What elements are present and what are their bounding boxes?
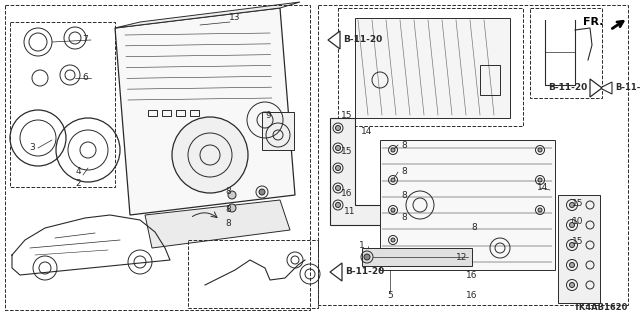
Text: B-11-20: B-11-20: [548, 84, 587, 92]
Text: 15: 15: [341, 148, 353, 156]
Bar: [162, 110, 171, 116]
Bar: [362, 248, 472, 266]
Polygon shape: [115, 8, 295, 215]
Text: 10: 10: [572, 218, 584, 227]
Text: 8: 8: [225, 220, 231, 228]
Text: 16: 16: [467, 291, 477, 300]
Text: 15: 15: [572, 237, 584, 246]
Bar: [10, 22, 115, 187]
Bar: [318, 5, 628, 305]
Text: 8: 8: [401, 140, 407, 149]
Text: 8: 8: [471, 223, 477, 233]
Bar: [480, 65, 500, 95]
Bar: [530, 8, 602, 98]
Circle shape: [335, 146, 340, 150]
Circle shape: [538, 208, 542, 212]
Text: 8: 8: [225, 188, 231, 196]
Polygon shape: [328, 31, 340, 49]
Text: 16: 16: [341, 189, 353, 198]
Circle shape: [538, 148, 542, 152]
Circle shape: [335, 186, 340, 190]
Bar: [148, 110, 157, 116]
Bar: [355, 18, 510, 118]
Circle shape: [228, 191, 236, 199]
Text: B-11-20: B-11-20: [615, 84, 640, 92]
Bar: [188, 240, 318, 308]
Text: 11: 11: [344, 207, 356, 217]
Text: 14: 14: [538, 183, 548, 193]
Text: 12: 12: [456, 253, 468, 262]
Text: B-11-20: B-11-20: [345, 268, 384, 276]
Text: 13: 13: [229, 13, 241, 22]
Text: 7: 7: [82, 36, 88, 44]
Text: FR.: FR.: [584, 17, 604, 27]
Text: TK4AB1620: TK4AB1620: [573, 303, 628, 312]
Text: 16: 16: [467, 271, 477, 281]
Circle shape: [391, 148, 395, 152]
Text: 9: 9: [265, 111, 271, 121]
Text: 4: 4: [75, 167, 81, 177]
Circle shape: [335, 125, 340, 131]
Circle shape: [335, 165, 340, 171]
Text: 8: 8: [401, 167, 407, 177]
Circle shape: [538, 178, 542, 182]
Text: 8: 8: [225, 205, 231, 214]
Text: 8: 8: [401, 191, 407, 201]
Circle shape: [172, 117, 248, 193]
Polygon shape: [115, 2, 300, 28]
Circle shape: [335, 203, 340, 207]
Circle shape: [228, 204, 236, 212]
Polygon shape: [145, 200, 290, 248]
Bar: [190, 110, 199, 116]
Text: 15: 15: [572, 199, 584, 209]
Text: 14: 14: [362, 127, 372, 137]
Bar: [176, 110, 185, 116]
Circle shape: [570, 243, 575, 247]
Circle shape: [364, 254, 370, 260]
Text: 8: 8: [401, 213, 407, 222]
Circle shape: [570, 283, 575, 287]
Circle shape: [259, 189, 265, 195]
Text: B-11-20: B-11-20: [343, 36, 382, 44]
Polygon shape: [330, 263, 342, 281]
Text: 6: 6: [82, 74, 88, 83]
Text: 3: 3: [29, 143, 35, 153]
Circle shape: [391, 238, 395, 242]
Text: 5: 5: [387, 291, 393, 300]
Text: 1: 1: [359, 242, 365, 251]
Circle shape: [570, 203, 575, 207]
Bar: [5, 5, 310, 310]
Polygon shape: [600, 82, 612, 94]
Polygon shape: [590, 79, 602, 97]
Circle shape: [570, 262, 575, 268]
Circle shape: [391, 178, 395, 182]
Text: 15: 15: [341, 111, 353, 121]
Text: 2: 2: [75, 180, 81, 188]
Circle shape: [391, 208, 395, 212]
Polygon shape: [330, 118, 395, 225]
Bar: [262, 112, 294, 150]
Bar: [338, 8, 523, 126]
Bar: [558, 195, 600, 303]
Bar: [380, 140, 555, 270]
Circle shape: [570, 222, 575, 228]
